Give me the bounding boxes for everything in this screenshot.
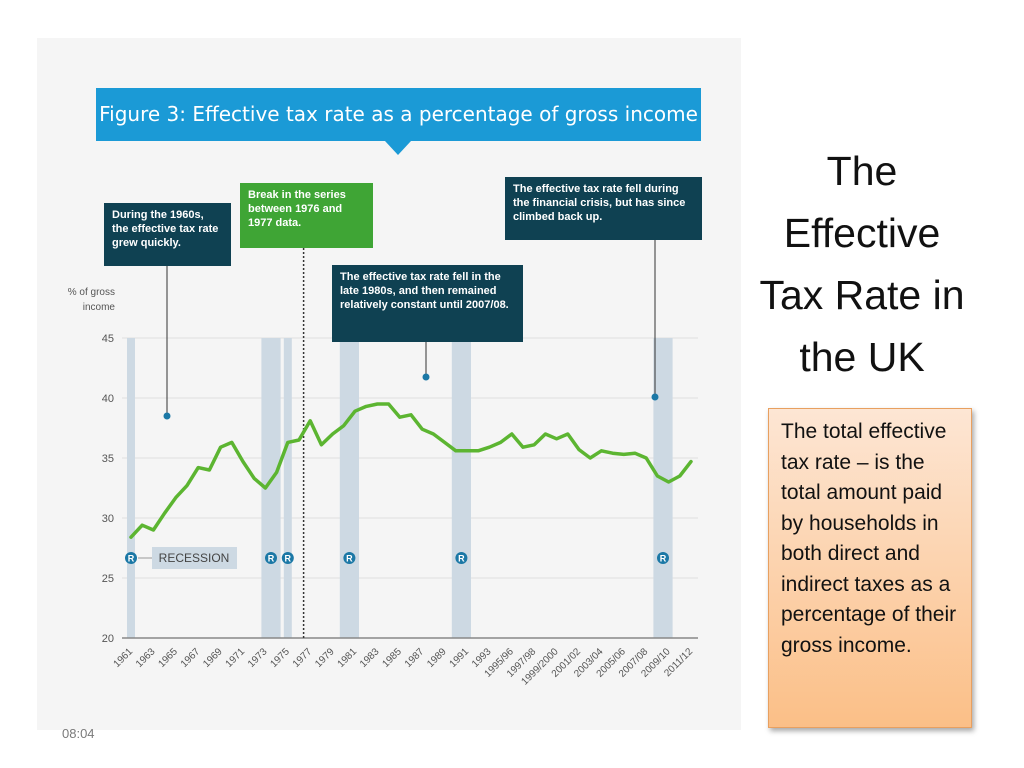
callout-leader-dot — [651, 393, 659, 401]
callout-series-break: Break in the series between 1976 and 197… — [240, 183, 373, 248]
y-tick-label: 20 — [102, 633, 114, 645]
recession-marker-letter: R — [458, 554, 465, 564]
y-tick-label: 30 — [102, 513, 114, 525]
title-pointer — [385, 141, 411, 155]
callout-leader-dot — [422, 373, 430, 381]
recession-band — [261, 338, 281, 638]
y-tick-label: 45 — [102, 333, 114, 345]
recession-marker-letter: R — [285, 554, 292, 564]
recession-marker — [343, 552, 356, 564]
x-tick-label: 1969 — [201, 646, 225, 670]
x-tick-label: 1971 — [224, 646, 248, 670]
recession-band — [339, 338, 359, 638]
recession-band — [451, 338, 471, 638]
recession-marker-letter: R — [128, 554, 135, 564]
effective-tax-rate-line — [129, 402, 693, 539]
x-tick-label: 1987 — [403, 646, 427, 670]
x-tick-label: 1963 — [134, 646, 158, 670]
recession-marker-letter: R — [346, 554, 353, 564]
y-tick-label: 25 — [102, 573, 114, 585]
x-tick-label: 1985 — [380, 646, 404, 670]
x-tick-label: 1975 — [268, 646, 292, 670]
recession-marker — [657, 552, 669, 564]
slide-timestamp: 08:04 — [62, 726, 95, 741]
x-tick-label: 1961 — [112, 646, 136, 670]
recession-marker — [265, 552, 277, 564]
recession-marker-letter: R — [660, 554, 667, 564]
callout-financial-crisis: The effective tax rate fell during the f… — [505, 177, 702, 240]
callout-1980s: The effective tax rate fell in the late … — [332, 265, 523, 342]
recession-legend-label: RECESSION — [159, 551, 230, 565]
x-tick-label: 1977 — [291, 646, 315, 670]
y-axis-label: % of gross income — [68, 287, 116, 313]
recession-marker — [455, 552, 468, 564]
recession-marker — [281, 552, 294, 564]
y-tick-label: 40 — [102, 393, 114, 405]
callout-1960s: During the 1960s, the effective tax rate… — [104, 203, 231, 266]
x-tick-label: 1973 — [246, 646, 270, 670]
recession-marker-letter: R — [268, 554, 275, 564]
x-tick-label: 1983 — [358, 646, 382, 670]
y-tick-label: 35 — [102, 453, 114, 465]
recession-band — [283, 338, 292, 638]
slide-title: The Effective Tax Rate in the UK — [759, 148, 965, 380]
figure-title: Figure 3: Effective tax rate as a percen… — [96, 88, 701, 141]
x-tick-label: 1981 — [336, 646, 360, 670]
recession-band — [127, 338, 135, 638]
recession-band — [653, 338, 673, 638]
recession-marker — [125, 552, 137, 564]
x-tick-label: 1979 — [313, 646, 337, 670]
x-tick-label: 1967 — [179, 646, 203, 670]
x-tick-label: 1965 — [156, 646, 180, 670]
definition-box: The total effective tax rate – is the to… — [768, 408, 972, 728]
recession-legend-box — [152, 547, 237, 569]
x-tick-label: 1989 — [425, 646, 449, 670]
x-tick-label: 1991 — [448, 646, 472, 670]
callout-leader-dot — [163, 412, 171, 420]
